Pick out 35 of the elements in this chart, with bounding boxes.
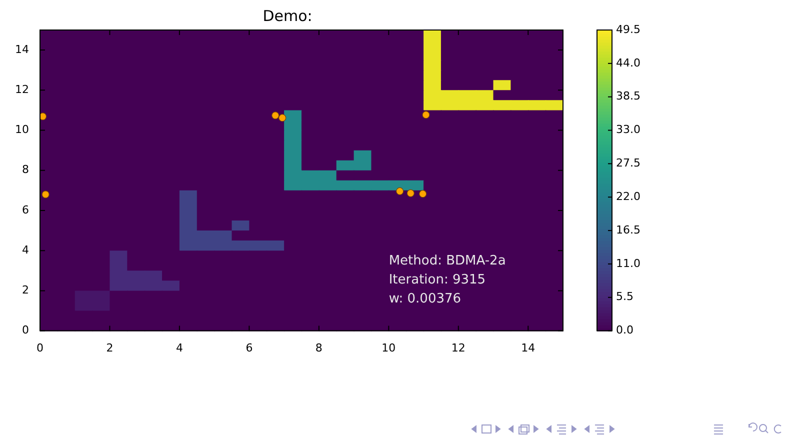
color-bar-label: 0.0 — [616, 324, 634, 337]
color-bar-label: 33.0 — [616, 123, 640, 136]
y-tick-label: 0 — [22, 324, 29, 337]
point — [422, 111, 430, 119]
color-bar-label: 49.5 — [616, 22, 640, 36]
color-bar-label: 11.0 — [616, 256, 640, 270]
color-bar-label: 38.5 — [616, 90, 640, 103]
point — [40, 112, 47, 120]
x-tick-label: 4 — [176, 341, 183, 354]
x-tick-label: 12 — [451, 341, 466, 354]
annotation: Iteration: 9315 — [388, 272, 486, 288]
color-bar-label: 27.5 — [616, 156, 640, 170]
y-tick-label: 4 — [22, 243, 29, 256]
color-bar-label: 16.5 — [616, 223, 640, 236]
x-tick-label: 10 — [382, 341, 396, 354]
annotation: w: 0.00376 — [388, 292, 462, 307]
x-tick-label: 0 — [36, 341, 44, 354]
y-tick-label: 6 — [22, 203, 29, 216]
x-tick-label: 8 — [315, 341, 322, 354]
point — [278, 114, 286, 122]
y-tick-label: 12 — [14, 83, 29, 96]
y-tick-label: 2 — [22, 284, 29, 297]
annotation: Method: BDMA-2a — [388, 254, 506, 269]
y-tick-label: 14 — [14, 42, 29, 56]
color-bar-label: 44.0 — [616, 56, 640, 70]
x-tick-label: 2 — [106, 341, 114, 354]
y-tick-label: 10 — [14, 123, 29, 136]
point — [406, 189, 414, 198]
point — [419, 190, 427, 198]
y-tick-label: 8 — [22, 163, 29, 176]
x-tick-label: 6 — [246, 341, 253, 354]
color-bar-label: 22.0 — [616, 190, 640, 203]
chart-title: Demo: — [262, 6, 312, 25]
color-bar-label: 5.5 — [616, 290, 634, 304]
x-tick-label: 14 — [521, 341, 536, 354]
